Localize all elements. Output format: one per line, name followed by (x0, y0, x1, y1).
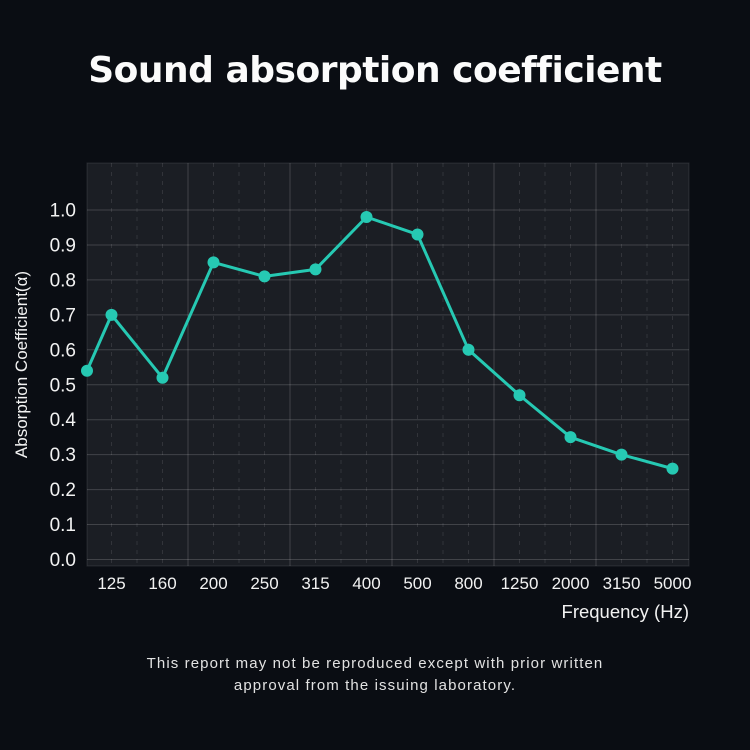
x-tick-label: 800 (454, 574, 482, 593)
x-tick-label: 200 (199, 574, 227, 593)
data-point-marker (564, 431, 577, 444)
footer-line-2: approval from the issuing laboratory. (233, 677, 517, 694)
x-tick-label: 315 (301, 574, 329, 593)
page-title: Sound absorption coefficient (88, 50, 662, 91)
x-tick-label: 2000 (552, 574, 590, 593)
data-point-marker (615, 448, 628, 461)
y-tick-label: 0.8 (50, 270, 76, 291)
x-tick-label: 160 (148, 574, 176, 593)
y-tick-label: 0.1 (50, 515, 76, 536)
y-tick-label: 0.9 (50, 235, 76, 256)
x-tick-label: 500 (403, 574, 431, 593)
x-tick-label: 1250 (501, 574, 539, 593)
data-point-marker (81, 364, 93, 377)
data-point-marker (258, 270, 271, 283)
data-point-marker (207, 256, 220, 269)
y-tick-label: 0.0 (50, 550, 76, 571)
data-point-marker (513, 389, 526, 402)
data-point-marker (411, 228, 424, 241)
y-tick-label: 0.2 (50, 480, 76, 501)
data-point-marker (309, 263, 322, 276)
y-tick-label: 1.0 (50, 201, 76, 222)
x-tick-label: 125 (97, 574, 125, 593)
plot-border (86, 162, 690, 567)
footer-line-1: This report may not be reproduced except… (146, 655, 604, 672)
data-point-marker (105, 308, 118, 321)
y-tick-label: 0.7 (50, 305, 76, 326)
x-tick-label: 5000 (654, 574, 692, 593)
y-tick-label: 0.6 (50, 340, 76, 361)
x-tick-label: 3150 (603, 574, 641, 593)
data-point-marker (666, 462, 679, 475)
x-tick-label: 250 (250, 574, 278, 593)
y-tick-label: 0.4 (50, 410, 77, 431)
plot-area (87, 163, 689, 566)
data-point-marker (156, 371, 169, 384)
y-axis-title: Absorption Coefficient(α) (12, 271, 31, 458)
y-tick-label: 0.3 (50, 445, 76, 466)
y-tick-label: 0.5 (50, 375, 76, 396)
x-axis-title: Frequency (Hz) (562, 601, 689, 622)
data-point-marker (360, 210, 373, 223)
data-point-marker (462, 343, 475, 356)
footer-disclaimer: This report may not be reproduced except… (0, 653, 750, 697)
x-tick-label: 400 (352, 574, 380, 593)
